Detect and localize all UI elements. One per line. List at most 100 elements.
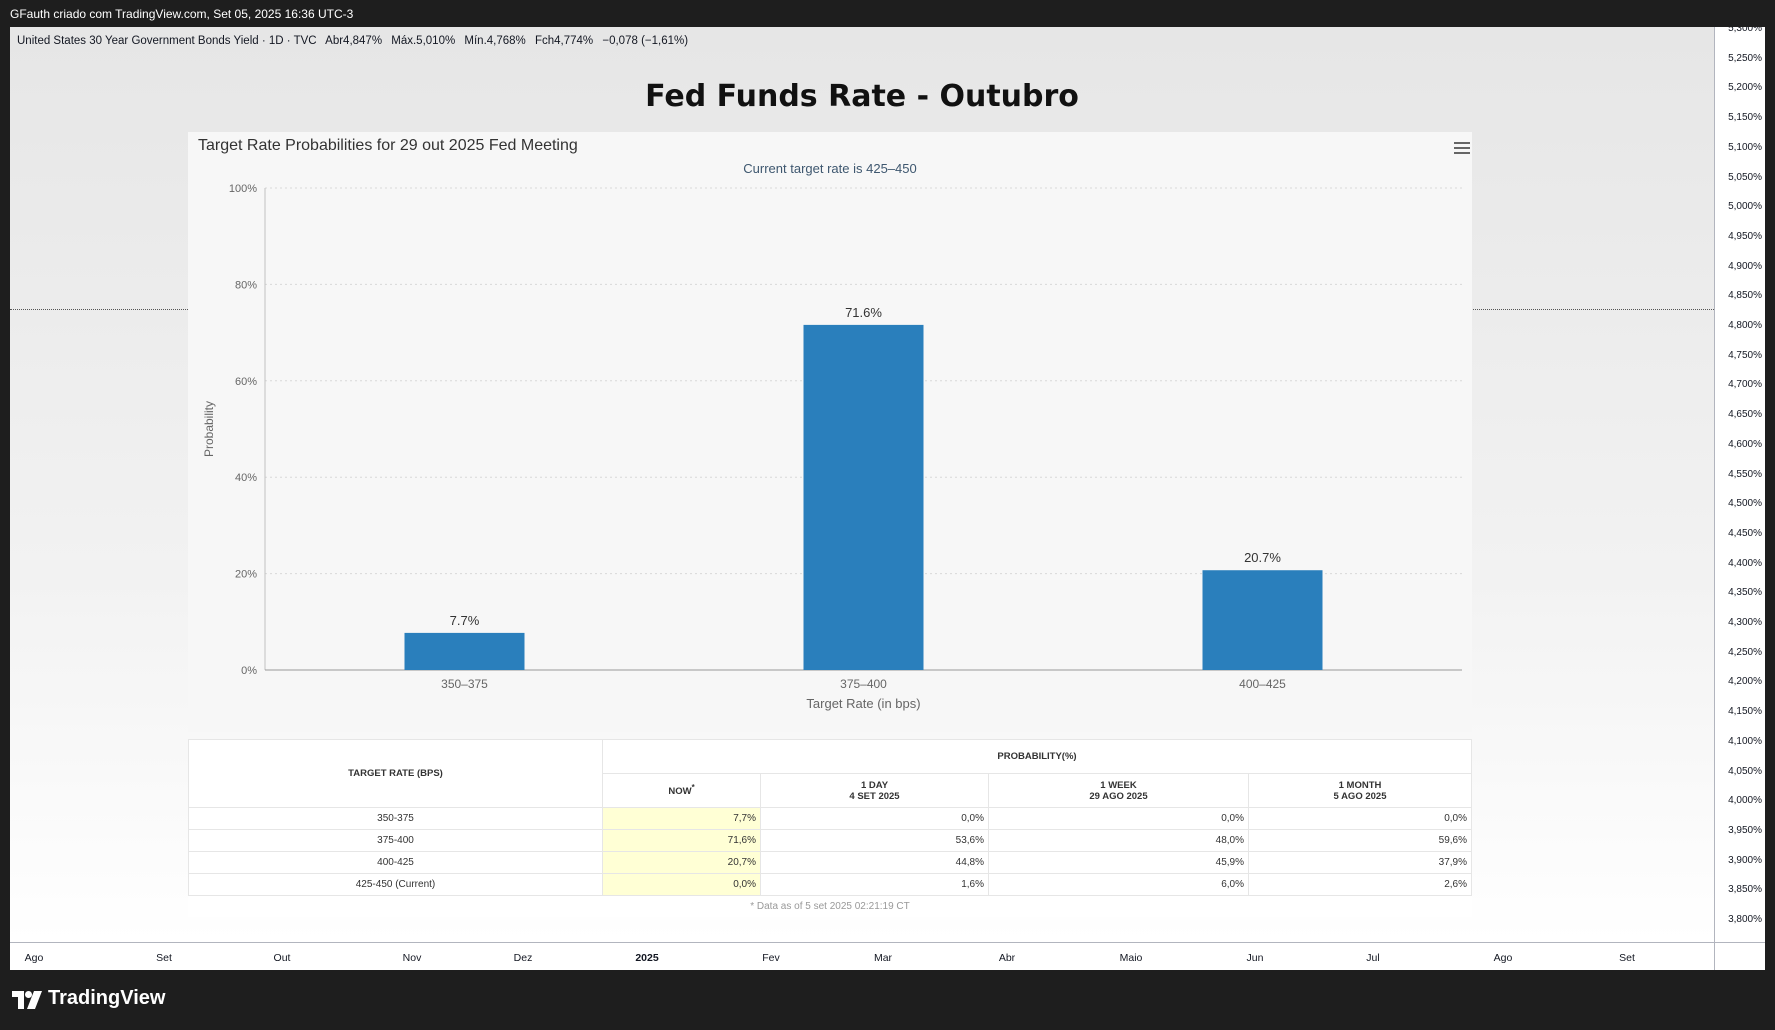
footer: TradingView [0, 970, 1775, 1030]
x-tick-label: 375–400 [840, 677, 887, 691]
cell-1month: 37,9% [1248, 851, 1472, 874]
price-tick: 4,000% [1728, 795, 1762, 807]
bar [803, 324, 924, 670]
cell-rate: 400-425 [188, 851, 603, 874]
y-tick-label: 80% [235, 279, 257, 291]
cell-rate: 375-400 [188, 829, 603, 852]
header-probability: PROBABILITY(%) [602, 739, 1472, 774]
cell-1day: 0,0% [760, 807, 989, 830]
price-tick: 3,950% [1728, 824, 1762, 836]
price-tick: 4,250% [1728, 646, 1762, 658]
cell-1day: 44,8% [760, 851, 989, 874]
x-tick-label: 400–425 [1239, 677, 1286, 691]
cell-now: 71,6% [602, 829, 761, 852]
brand-name: TradingView [48, 987, 166, 1009]
time-tick: Jul [1366, 952, 1380, 964]
cell-now: 20,7% [602, 851, 761, 874]
bar-data-label: 71.6% [845, 305, 882, 320]
x-tick-label: 350–375 [441, 677, 488, 691]
time-axis[interactable]: Ago Set Out Nov Dez 2025 Fev Mar Abr Maio Jun Jul Ag… [10, 942, 1714, 970]
header-1month: 1 MONTH 5 AGO 2025 [1248, 773, 1472, 808]
price-axis[interactable]: 5,300% 5,250% 5,200% 5,150% 5,100% 5,050% 5,00… [1714, 27, 1765, 942]
price-tick: 4,300% [1728, 617, 1762, 628]
fed-probability-chart: 0% 20% 40% 60% 80% 100% Probability 7.7% 350–375… [188, 132, 1472, 732]
time-tick: Abr [998, 952, 1016, 964]
price-tick: 4,200% [1728, 676, 1762, 688]
bar [1202, 570, 1323, 670]
price-tick: 4,600% [1728, 438, 1762, 450]
chart-frame: United States 30 Year Government Bonds Y… [10, 27, 1765, 970]
symbol-high: Máx.5,010% [391, 35, 456, 47]
header-1week: 1 WEEK 29 AGO 2025 [988, 773, 1249, 808]
symbol-open: Abr4,847% [325, 35, 383, 47]
price-tick: 5,100% [1728, 141, 1762, 153]
time-tick: Ago [24, 952, 44, 964]
time-tick: Nov [402, 952, 422, 964]
table-row: 400-425 20,7% 44,8% 45,9% 37,9% [188, 851, 1472, 874]
time-tick: 2025 [635, 952, 659, 964]
symbol-change: −0,078 (−1,61%) [602, 35, 689, 47]
table-note: * Data as of 5 set 2025 02:21:19 CT [750, 900, 910, 912]
price-tick: 4,650% [1728, 409, 1762, 421]
price-tick: 5,000% [1728, 201, 1762, 213]
symbol-legend[interactable]: United States 30 Year Government Bonds Y… [17, 35, 694, 47]
cell-1month: 59,6% [1248, 829, 1472, 852]
price-tick: 5,200% [1728, 82, 1762, 94]
price-tick: 5,250% [1728, 52, 1762, 64]
price-tick: 4,800% [1728, 320, 1762, 331]
price-tick: 4,400% [1728, 557, 1762, 569]
time-tick: Set [1619, 952, 1635, 964]
y-tick-label: 40% [235, 472, 257, 484]
cell-now: 7,7% [602, 807, 761, 830]
price-tick: 4,550% [1728, 468, 1762, 480]
price-tick: 4,450% [1728, 527, 1762, 539]
cell-1week: 48,0% [988, 829, 1249, 852]
price-tick: 4,350% [1728, 587, 1762, 599]
cell-1month: 0,0% [1248, 807, 1472, 830]
cell-rate: 350-375 [188, 807, 603, 830]
bar [404, 632, 525, 670]
header-target-rate: TARGET RATE (BPS) [188, 739, 603, 808]
table-row: 350-375 7,7% 0,0% 0,0% 0,0% [188, 807, 1472, 830]
tradingview-logo-icon [12, 991, 42, 1009]
x-axis-title: Target Rate (in bps) [806, 696, 920, 711]
cell-1week: 6,0% [988, 873, 1249, 896]
chart-svg: 0% 20% 40% 60% 80% 100% Probability 7.7% 350–375… [202, 183, 1462, 711]
cell-now: 0,0% [602, 873, 761, 896]
author-info: GFauth criado com TradingView.com, Set 0… [10, 7, 354, 21]
time-tick: Fev [762, 952, 780, 964]
y-axis-title: Probability [202, 401, 216, 457]
y-tick-label: 20% [235, 569, 257, 581]
price-tick: 5,300% [1728, 27, 1762, 34]
y-tick-label: 100% [229, 183, 257, 195]
cell-1day: 53,6% [760, 829, 989, 852]
header-now: NOW* [602, 773, 761, 808]
symbol-close: Fch4,774% [534, 35, 594, 47]
price-tick: 4,500% [1728, 498, 1762, 510]
cell-rate: 425-450 (Current) [188, 873, 603, 896]
menu-icon[interactable] [1454, 142, 1470, 154]
price-tick: 3,900% [1728, 854, 1762, 866]
page-title: Fed Funds Rate - Outubro [645, 79, 1079, 114]
symbol-name: United States 30 Year Government Bonds Y… [17, 35, 317, 47]
time-tick: Set [156, 952, 172, 964]
time-tick: Jun [1246, 952, 1264, 964]
symbol-low: Mín.4,768% [464, 35, 526, 47]
cell-1day: 1,6% [760, 873, 989, 896]
header-1day: 1 DAY 4 SET 2025 [760, 773, 989, 808]
axis-corner [1714, 942, 1765, 970]
price-tick: 5,150% [1728, 112, 1762, 124]
chart-subtitle: Current target rate is 425–450 [743, 161, 917, 176]
probability-table: TARGET RATE (BPS) PROBABILITY(%) NOW* 1 … [188, 739, 1472, 917]
y-tick-label: 60% [235, 376, 257, 388]
price-tick: 4,050% [1728, 765, 1762, 777]
price-tick: 3,800% [1728, 914, 1762, 925]
cell-1month: 2,6% [1248, 873, 1472, 896]
price-tick: 3,850% [1728, 884, 1762, 896]
time-tick: Maio [1119, 952, 1143, 964]
cell-1week: 0,0% [988, 807, 1249, 830]
time-tick: Mar [873, 952, 893, 964]
price-tick: 4,900% [1728, 260, 1762, 272]
price-tick: 4,150% [1728, 706, 1762, 718]
time-tick: Out [273, 952, 291, 964]
